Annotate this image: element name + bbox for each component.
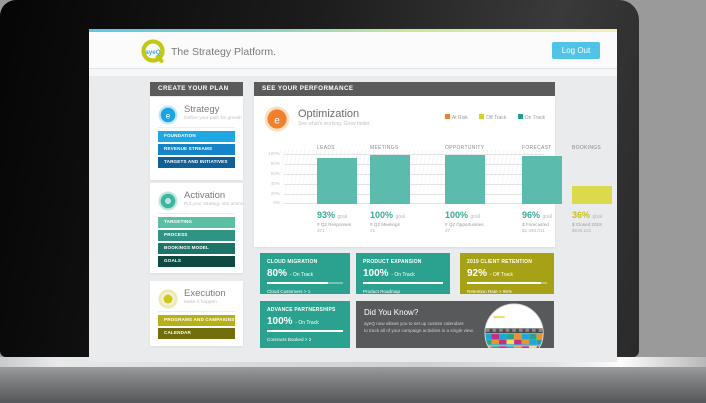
svg-text:e: e — [274, 115, 280, 126]
svg-text:ayeQ: ayeQ — [145, 49, 161, 56]
svg-text:e: e — [166, 111, 171, 120]
